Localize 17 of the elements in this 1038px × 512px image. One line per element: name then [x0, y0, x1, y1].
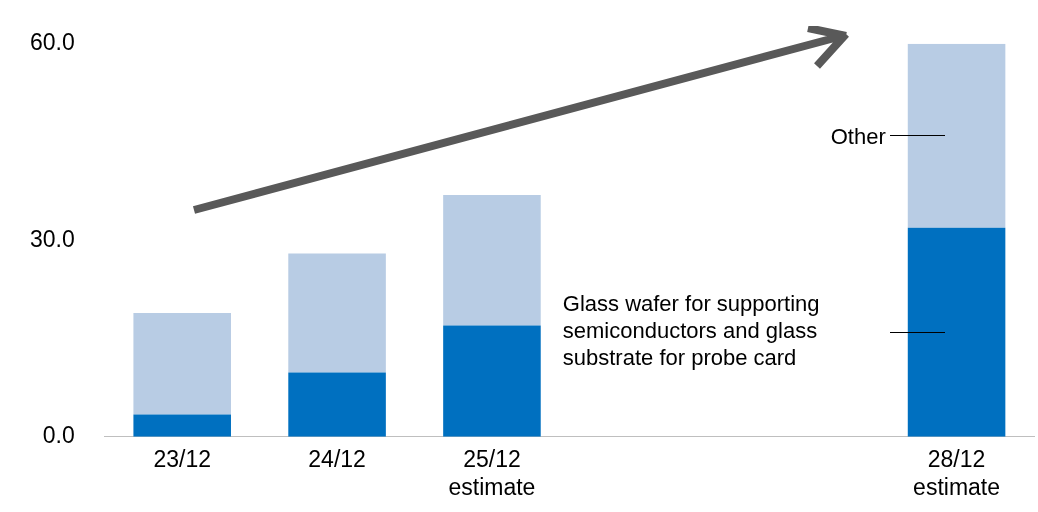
bar — [288, 372, 386, 437]
series-label: Glass wafer for supporting semiconductors and glass substrate for probe card — [562, 291, 820, 371]
bar — [443, 195, 541, 326]
y-tick-label: 60.0 — [30, 29, 75, 56]
bar — [288, 253, 386, 373]
y-tick-label: 30.0 — [30, 225, 75, 252]
x-tick-label: 25/12 estimate — [448, 445, 536, 500]
series-label: Other — [830, 123, 886, 149]
x-tick-label: 24/12 — [308, 445, 366, 472]
bar — [133, 414, 231, 437]
y-tick-label: 0.0 — [42, 422, 75, 449]
bar — [443, 325, 541, 437]
x-tick-label: 23/12 — [153, 445, 211, 472]
x-tick-label: 28/12 estimate — [913, 445, 1001, 500]
bar — [907, 227, 1006, 437]
bar — [907, 43, 1006, 228]
bar — [133, 313, 231, 415]
